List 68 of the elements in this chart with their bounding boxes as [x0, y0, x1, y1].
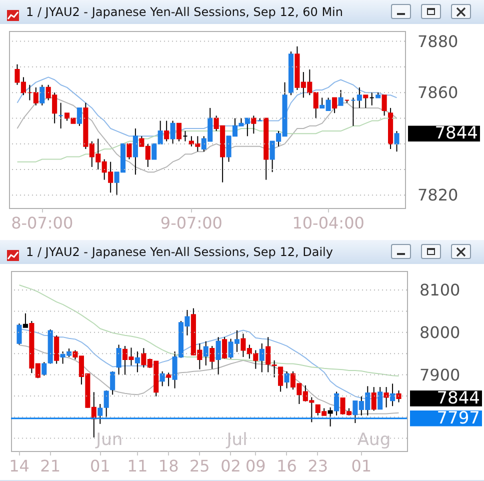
- candlestick: [356, 86, 362, 108]
- candlestick: [170, 120, 176, 144]
- x-tick-label: 9-07:00: [160, 214, 222, 232]
- x-tick-label: 14: [9, 456, 30, 476]
- candlestick: [338, 90, 344, 106]
- candlestick: [76, 107, 82, 126]
- candlestick: [390, 383, 396, 407]
- x-tick-label: 18: [158, 456, 179, 476]
- y-tick-label: 8000: [420, 322, 460, 342]
- candlestick: [259, 342, 264, 373]
- candlestick: [152, 143, 157, 160]
- candlestick: [363, 94, 368, 108]
- candlestick: [222, 336, 228, 360]
- annotation: Aug: [357, 430, 391, 450]
- candlestick: [134, 350, 140, 373]
- candlestick: [166, 372, 172, 387]
- candlestick: [132, 128, 138, 176]
- line-series: [18, 284, 400, 377]
- candlestick: [378, 386, 383, 410]
- y-tick-label: 7880: [418, 32, 458, 51]
- candlestick: [328, 406, 333, 427]
- candlestick: [126, 143, 132, 160]
- candlestick: [284, 370, 290, 389]
- x-tick-label: 02: [220, 456, 241, 476]
- candlestick: [54, 334, 60, 364]
- line-series: [16, 118, 398, 162]
- y-tick-label: 8100: [420, 280, 460, 300]
- x-tick-label: 01: [90, 456, 110, 476]
- x-tick-label: 10-04:00: [292, 214, 364, 232]
- candlestick: [216, 336, 221, 376]
- candlestick: [371, 386, 376, 412]
- y-tick-label: 7860: [418, 83, 458, 102]
- annotation: Jun: [95, 430, 123, 450]
- candlestick: [384, 386, 389, 408]
- candlestick: [158, 120, 163, 144]
- candlestick: [210, 345, 215, 370]
- candlestick: [203, 340, 208, 366]
- x-tick-label: 11: [127, 456, 148, 476]
- candlestick: [164, 120, 170, 142]
- candlestick: [251, 115, 256, 134]
- candlestick: [160, 370, 165, 387]
- text: 7844: [434, 124, 478, 144]
- candlestick: [382, 94, 387, 116]
- y-tick-label: 7820: [418, 186, 458, 205]
- text: 7844: [436, 388, 480, 408]
- x-tick-label: 09: [245, 456, 266, 476]
- y-tick-label: 7900: [420, 365, 460, 384]
- candlestick: [110, 370, 116, 396]
- candlestick: [22, 312, 28, 328]
- x-tick-label: 16: [276, 456, 297, 476]
- candlestick: [394, 130, 400, 152]
- x-tick-label: 21: [40, 456, 61, 476]
- x-tick-label: 01: [351, 456, 372, 476]
- ref-line-label: 7797: [436, 408, 480, 428]
- candlestick: [266, 336, 271, 373]
- chart-title: 1 / JYAU2 - Japanese Yen-All Sessions, Sep 12, Daily: [26, 245, 333, 259]
- x-tick-label: 23: [308, 456, 328, 476]
- candlestick: [278, 366, 284, 392]
- chart-title: 1 / JYAU2 - Japanese Yen-All Sessions, Sep 12, 60 Min: [26, 5, 343, 19]
- annotation: Jul: [226, 430, 248, 450]
- x-tick-label: 25: [189, 456, 210, 476]
- candlestick: [42, 362, 47, 376]
- candlestick: [332, 97, 338, 114]
- candlestick: [40, 84, 45, 106]
- candlestick: [272, 360, 277, 378]
- x-tick-label: 8-07:00: [11, 214, 74, 232]
- candlestick: [116, 344, 122, 376]
- candlestick: [33, 86, 38, 106]
